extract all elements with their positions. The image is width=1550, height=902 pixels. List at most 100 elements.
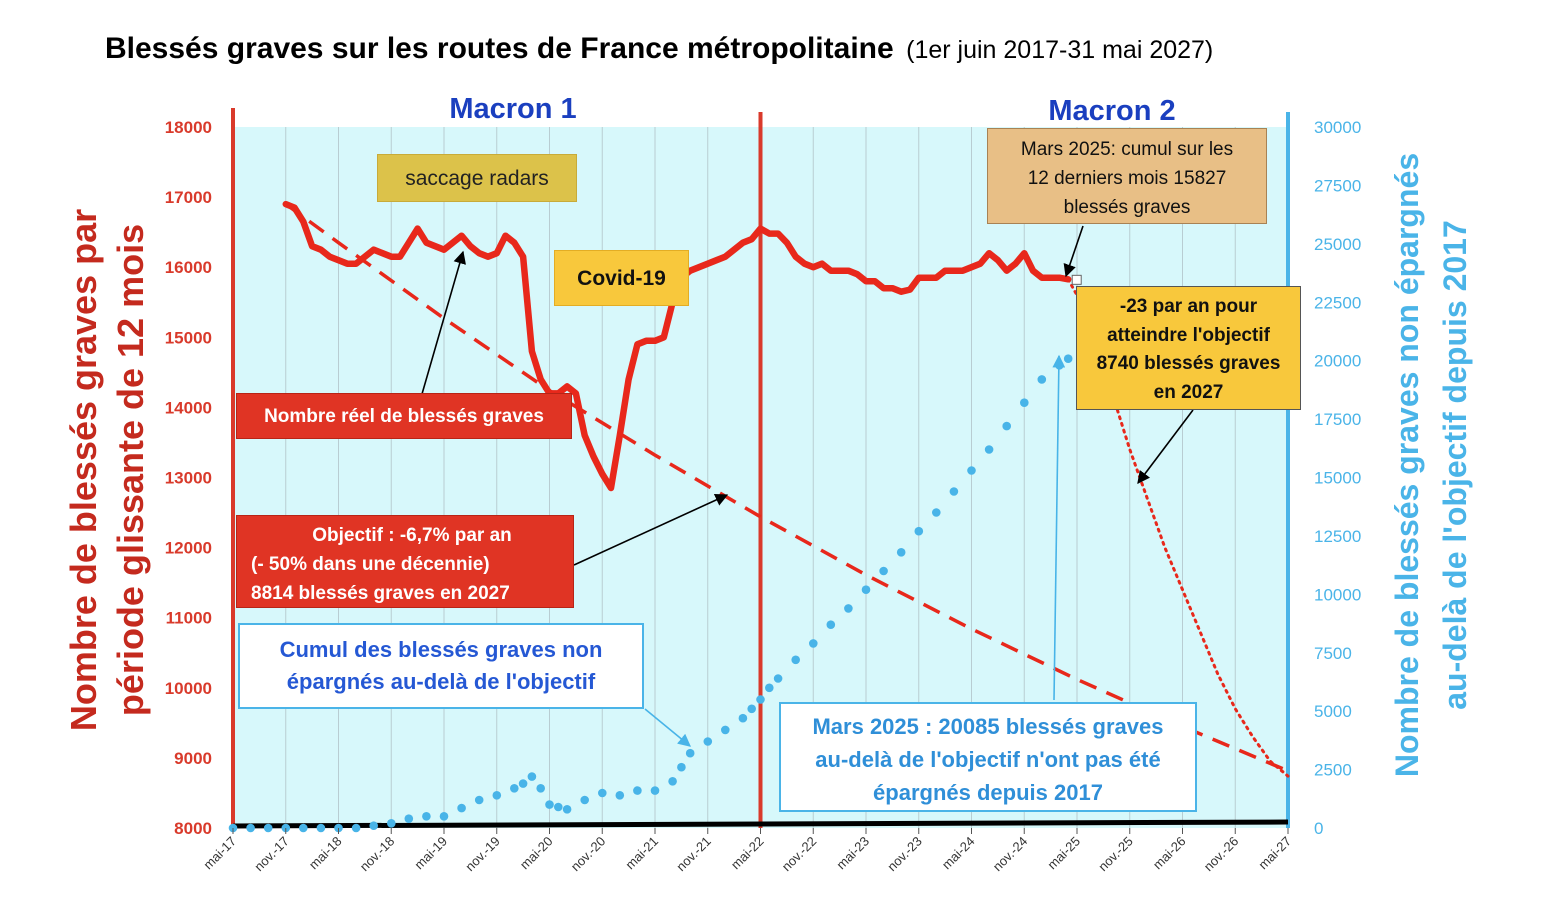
cumul-point [685,748,695,758]
cumul-point [721,725,730,735]
period-label-1: Macron 1 [449,93,576,125]
cumul-point [527,772,537,781]
annotation-real-injuries: Nombre réel de blessés graves [236,393,572,439]
annotation-spared-line-1: Mars 2025 : 20085 blessés graves [812,714,1164,739]
annotation-march-cumul-line-3: blessés graves [1063,197,1191,218]
annotation-projection-line-1: -23 par an pour [1119,296,1258,317]
cumul-point [369,821,379,830]
x-tick-label: mai-17 [200,834,239,873]
y-tick-right: 5000 [1314,702,1352,721]
annotation-saccage-text: saccage radars [405,167,549,190]
chart-subtitle: (1er juin 2017-31 mai 2027) [906,36,1213,64]
x-tick-label: mai-18 [306,834,345,873]
y-tick-left: 12000 [165,539,212,558]
cumul-point [984,445,994,454]
y-tick-left: 15000 [165,328,212,347]
x-tick-label: mai-23 [833,834,872,873]
cumul-point [844,604,853,613]
cumul-point [967,466,976,475]
annotation-projection-line-2: atteindre l'objectif [1107,324,1270,346]
x-tick-label: nov.-25 [1095,834,1136,875]
y-tick-right: 30000 [1314,118,1361,137]
annotation-projection: -23 par an pour atteindre l'objectif 874… [1076,286,1301,410]
annotation-march-2025-spared: Mars 2025 : 20085 blessés graves au-delà… [779,702,1197,812]
y-tick-right: 0 [1314,819,1323,838]
x-tick-label: mai-21 [622,834,661,873]
cumul-point [861,585,871,594]
x-tick-label: nov.-17 [251,834,292,875]
y-tick-left: 11000 [166,609,212,628]
cumul-point [615,791,625,800]
x-tick-label: nov.-21 [673,834,714,875]
zero-baseline [232,819,1289,829]
cumul-point [246,823,255,833]
x-tick-label: mai-25 [1044,834,1083,873]
arrow-cumul [644,708,691,747]
cumul-point [703,737,713,746]
cumul-point [554,802,563,812]
x-tick-label: nov.-26 [1201,834,1242,875]
annotation-march-2025-cumul: Mars 2025: cumul sur les 12 derniers moi… [987,128,1267,224]
cumul-point [1020,398,1029,408]
y-tick-left: 8000 [174,819,212,838]
period-label-2: Macron 2 [1048,95,1175,127]
y-tick-right: 20000 [1314,352,1361,371]
cumul-point [598,788,607,798]
cumul-point [677,762,686,772]
annotation-arrows [421,225,1194,747]
annotation-objective: Objectif : -6,7% par an (- 50% dans une … [236,515,574,608]
arrow-real-injuries [421,250,466,395]
cumul-point [932,508,941,517]
cumul-point [773,674,783,683]
cumul-point [809,639,818,648]
y-tick-right: 17500 [1314,410,1361,429]
x-tick-label: mai-22 [728,834,767,873]
y-tick-right: 7500 [1314,644,1352,663]
x-tick-label: nov.-23 [884,834,925,875]
cumul-point [650,786,660,795]
cumul-point [263,823,273,833]
cumul-point [949,487,959,496]
annotation-projection-line-4: en 2027 [1153,381,1224,403]
cumul-point [756,695,765,704]
cumul-point [791,655,800,665]
annotation-objective-line-1: Objectif : -6,7% par an [312,525,512,546]
chart-title-line: Blessés graves sur les routes de France … [105,32,1213,65]
x-tick-label: mai-24 [939,834,978,873]
x-tick-label: mai-27 [1255,834,1294,873]
cumul-point [299,823,308,833]
annotation-spared-line-2: au-delà de l'objectif n'ont pas été [815,747,1161,772]
cumul-point [633,786,642,795]
annotation-covid: Covid-19 [554,250,689,306]
y-tick-left: 18000 [165,118,212,137]
cumul-point [562,805,572,814]
cumul-point [492,791,502,800]
arrow-march-spared [1052,354,1066,701]
annotation-covid-text: Covid-19 [577,267,666,290]
x-tick-label: mai-19 [411,834,450,873]
arrow-march-cumul [1063,225,1084,278]
x-tick-label: mai-26 [1150,834,1189,873]
series-real-endpoint-marker [1071,274,1082,285]
annotation-objective-line-3: 8814 blessés graves en 2027 [251,583,510,604]
cumul-point [826,620,836,629]
cumul-point [747,704,756,714]
annotation-march-cumul-line-1: Mars 2025: cumul sur les [1020,139,1234,160]
cumul-point [738,713,748,723]
arrow-objective [573,493,729,566]
y-tick-left: 16000 [165,258,212,277]
x-tick-label: nov.-20 [568,834,609,875]
chart-title: Blessés graves sur les routes de France … [105,32,894,65]
cumul-point [457,803,466,813]
y-tick-left: 13000 [165,469,212,488]
annotation-cumul: Cumul des blessés graves non épargnés au… [238,623,644,709]
cumul-point [580,795,589,805]
cumul-point [422,812,431,821]
y-tick-left: 10000 [165,679,212,698]
cumul-point [545,800,554,809]
y-tick-right: 22500 [1314,293,1361,312]
x-tick-label: nov.-24 [990,834,1031,875]
y-tick-left: 17000 [165,188,212,207]
annotation-real-text: Nombre réel de blessés graves [264,406,544,427]
